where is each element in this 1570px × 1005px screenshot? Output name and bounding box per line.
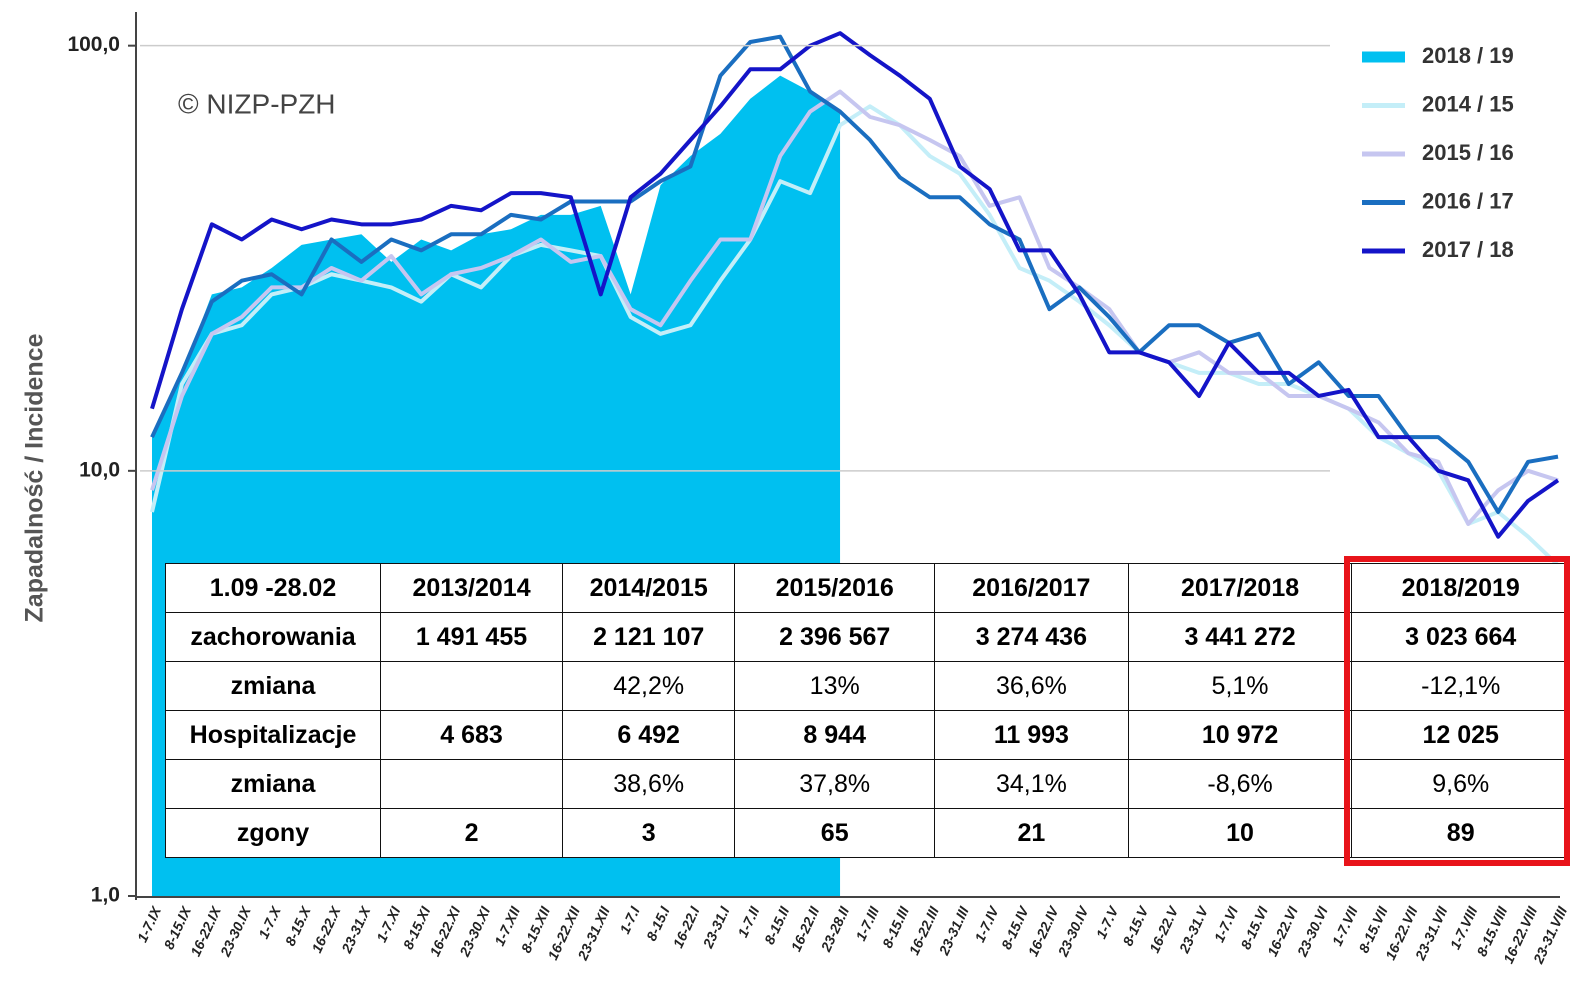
table-row: zachorowania 1 491 455 2 121 107 2 396 567 3… [164, 612, 1570, 662]
x-tick-label: 16-22.I [670, 903, 703, 950]
table-cell: 89 [1351, 808, 1570, 858]
x-tick-label: 23-31.V [1175, 903, 1211, 957]
x-tick-label: 1-7.XII [491, 903, 523, 948]
table-cell: 6 492 [562, 710, 736, 760]
x-tick-label: 8-15.I [643, 903, 673, 943]
table-cell: 3 441 272 [1127, 612, 1353, 662]
y-axis-label: Zapadalność / Incidence [21, 333, 49, 622]
table-cell: 9,6% [1351, 759, 1570, 809]
table-cell: 2 [380, 808, 564, 858]
table-cell: zachorowania [164, 612, 382, 662]
legend-label: 2016 / 17 [1422, 188, 1514, 213]
y-tick-label: 1,0 [91, 884, 120, 907]
table-cell [380, 759, 564, 809]
table-cell: 38,6% [562, 759, 736, 809]
x-tick-label: 1-7.X [255, 903, 284, 942]
table-cell: 37,8% [734, 759, 936, 809]
table-cell: 10 972 [1127, 710, 1353, 760]
x-tick-label: 1-7.III [852, 903, 882, 943]
table-cell: zmiana [164, 661, 382, 711]
x-tick-label: 23-31.X [338, 903, 374, 957]
x-tick-label: 8-15.III [879, 903, 912, 950]
table-cell: 1.09 -28.02 [164, 563, 382, 613]
x-tick-label: 1-7.V [1093, 903, 1122, 942]
table-cell: 5,1% [1127, 661, 1353, 711]
table-row: 1.09 -28.02 2013/2014 2014/2015 2015/2016 20… [164, 563, 1570, 613]
x-tick-label: 8-15.II [761, 903, 793, 947]
table-cell: 2017/2018 [1127, 563, 1353, 613]
table-cell: 4 683 [380, 710, 564, 760]
x-tick-label: 1-7.II [734, 903, 762, 940]
table-cell: zgony [164, 808, 382, 858]
table-row: zmiana 38,6% 37,8% 34,1% -8,6% 9,6% [164, 759, 1570, 809]
table-row: zgony 2 3 65 21 10 89 [164, 808, 1570, 858]
x-tick-label: 8-15.XI [400, 903, 434, 952]
table-cell: 2015/2016 [734, 563, 936, 613]
table-cell: 34,1% [934, 759, 1129, 809]
line [150, 31, 1560, 539]
table-cell: 11 993 [934, 710, 1129, 760]
line [150, 89, 1559, 526]
table-cell: 2 396 567 [734, 612, 936, 662]
table-cell: 2016/2017 [934, 563, 1129, 613]
x-tick-label: 8-15.X [282, 903, 315, 949]
legend-label: 2015 / 16 [1422, 140, 1514, 165]
table-cell: 42,2% [562, 661, 736, 711]
table-cell: 36,6% [934, 661, 1129, 711]
x-tick-label: 23-28.II [817, 903, 852, 955]
y-tick-label: 100,0 [67, 33, 120, 56]
legend-label: 2018 / 19 [1422, 43, 1514, 68]
line [150, 34, 1559, 515]
legend-label: 2014 / 15 [1422, 91, 1514, 116]
x-tick-label: 23-31.I [699, 903, 733, 951]
table-cell: 3 274 436 [934, 612, 1129, 662]
x-tick-label: 1-7.XI [373, 903, 404, 945]
table-row: Hospitalizacje 4 683 6 492 8 944 11 993 10 97… [164, 710, 1570, 760]
table-cell: 8 944 [734, 710, 936, 760]
table-cell: zmiana [164, 759, 382, 809]
x-tick-label: 1-7.IV [971, 903, 1002, 945]
table-cell: 10 [1127, 808, 1353, 858]
y-tick-label: 10,0 [79, 458, 120, 481]
table-row: zmiana 42,2% 13% 36,6% 5,1% -12,1% [164, 661, 1570, 711]
table-cell: 21 [934, 808, 1129, 858]
x-tick-label: 1-7.I [616, 903, 643, 936]
x-tick-label: 1-7.VIII [1447, 903, 1481, 952]
table-cell: 2018/2019 [1351, 563, 1570, 613]
data-table: 1.09 -28.02 2013/2014 2014/2015 2015/2016 20… [164, 563, 1570, 858]
x-tick-label: 1-7.IX [134, 903, 165, 945]
x-tick-label: 1-7.VI [1211, 903, 1242, 945]
table-cell: 65 [734, 808, 936, 858]
table-cell: 13% [734, 661, 936, 711]
table-cell: 2014/2015 [562, 563, 736, 613]
table-cell: 2013/2014 [380, 563, 564, 613]
x-tick-label: 8-15.VI [1237, 903, 1271, 952]
legend-label: 2017 / 18 [1422, 237, 1514, 262]
annotation: © NIZP-PZH [178, 88, 336, 119]
table-cell: Hospitalizacje [164, 710, 382, 760]
table-cell: 12 025 [1351, 710, 1570, 760]
table-cell: 3 023 664 [1351, 612, 1570, 662]
table-cell: 2 121 107 [562, 612, 736, 662]
x-tick-label: 1-7.VII [1329, 903, 1361, 948]
x-tick-label: 8-15.V [1119, 903, 1152, 949]
table-cell: 1 491 455 [380, 612, 564, 662]
table-cell: -12,1% [1351, 661, 1570, 711]
table-cell: -8,6% [1127, 759, 1353, 809]
table-cell [380, 661, 564, 711]
table-cell: 3 [562, 808, 736, 858]
